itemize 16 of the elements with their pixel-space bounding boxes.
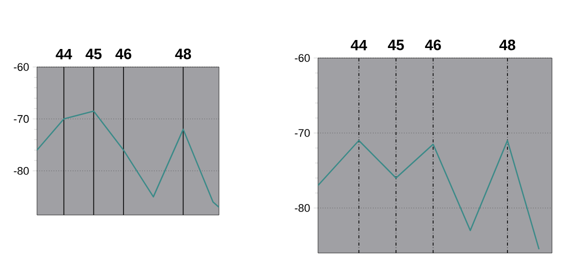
x-tick-label: 45 bbox=[388, 40, 404, 50]
line-series bbox=[318, 140, 540, 250]
x-tick-label: 46 bbox=[425, 40, 441, 50]
y-tick-label: -60 bbox=[294, 54, 310, 62]
y-tick-label: -70 bbox=[294, 129, 310, 137]
x-tick-label: 44 bbox=[56, 48, 72, 60]
y-tick-label: -70 bbox=[14, 115, 29, 123]
x-tick-label: 48 bbox=[499, 40, 516, 50]
x-tick-label: 48 bbox=[175, 48, 192, 60]
x-tick-label: 44 bbox=[350, 40, 368, 50]
x-tick-label: 45 bbox=[86, 48, 102, 60]
y-tick-label: -80 bbox=[294, 204, 310, 212]
x-tick-label: 46 bbox=[115, 48, 132, 60]
y-tick-label: -60 bbox=[14, 63, 29, 71]
line-series bbox=[37, 110, 219, 208]
y-tick-label: -80 bbox=[14, 166, 29, 175]
